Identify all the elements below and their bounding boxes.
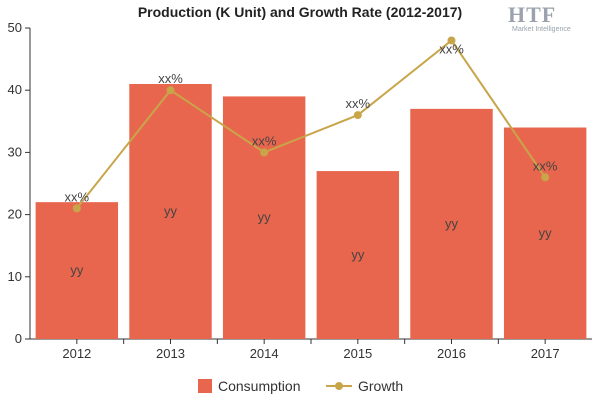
logo-sub-text: Market Intelligence [512, 26, 571, 33]
y-tick-label: 40 [8, 82, 22, 97]
growth-data-label: xx% [533, 158, 558, 173]
bar-data-label: yy [164, 203, 178, 218]
growth-point [166, 86, 175, 95]
legend-item-consumption[interactable]: Consumption [198, 378, 301, 394]
x-tick-label: 2016 [437, 346, 466, 361]
growth-data-label: xx% [65, 189, 90, 204]
growth-data-label: xx% [252, 133, 277, 148]
y-tick-label: 0 [15, 331, 22, 346]
growth-point [353, 111, 362, 120]
legend-line-swatch [326, 379, 352, 393]
chart-title: Production (K Unit) and Growth Rate (201… [137, 4, 463, 20]
x-tick-label: 2012 [62, 346, 91, 361]
y-tick-label: 50 [8, 20, 22, 35]
bar-consumption [410, 108, 493, 339]
bar-consumption [129, 83, 212, 339]
logo-main-text: HTF [508, 2, 557, 27]
growth-point [260, 148, 269, 157]
bar-data-label: yy [445, 216, 459, 231]
legend-bar-swatch [198, 379, 212, 393]
growth-point [447, 36, 456, 45]
bar-data-label: yy [351, 247, 365, 262]
y-tick-label: 10 [8, 269, 22, 284]
bar-data-label: yy [70, 263, 84, 278]
growth-line [76, 38, 546, 210]
legend-item-growth[interactable]: Growth [326, 378, 403, 394]
growth-point [541, 173, 550, 182]
x-tick-label: 2013 [156, 346, 185, 361]
bar-data-label: yy [539, 225, 553, 240]
bar-data-label: yy [258, 210, 272, 225]
brand-logo: HTF Market Intelligence [506, 0, 592, 38]
growth-point [72, 204, 81, 213]
bar-consumption [222, 96, 306, 339]
bar-consumption [503, 127, 587, 340]
bar-consumption [316, 171, 400, 339]
legend-label-growth: Growth [358, 378, 404, 394]
x-tick-label: 2015 [343, 346, 372, 361]
bar-consumption [35, 202, 119, 339]
legend-label-consumption: Consumption [218, 378, 301, 394]
chart-legend: Consumption Growth [0, 378, 600, 398]
x-tick-label: 2017 [531, 346, 560, 361]
growth-data-label: xx% [439, 41, 464, 56]
growth-data-label: xx% [346, 96, 371, 111]
x-tick-label: 2014 [250, 346, 279, 361]
y-tick-label: 30 [8, 144, 22, 159]
y-tick-label: 20 [8, 207, 22, 222]
growth-data-label: xx% [158, 71, 183, 86]
